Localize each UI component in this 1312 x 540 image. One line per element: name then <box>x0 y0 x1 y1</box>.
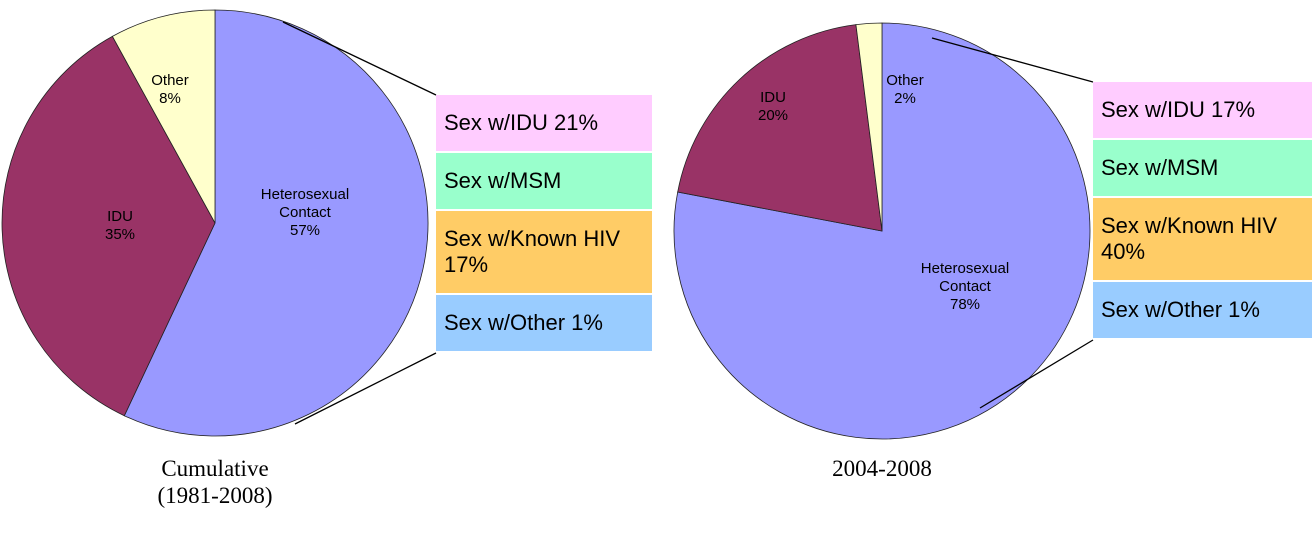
breakout-value: 1% <box>571 310 603 335</box>
breakout-category: Sex w/Other <box>444 310 566 335</box>
breakout-value: 21% <box>554 110 599 135</box>
breakout-category: Sex w/MSM <box>444 168 562 193</box>
breakout-box: Sex w/MSM <box>1093 140 1312 196</box>
breakout-value: 1% <box>1228 297 1260 322</box>
slice-label: Other 2% <box>850 72 960 108</box>
slice-value: 35% <box>104 226 136 243</box>
connector-line <box>979 339 1094 409</box>
slice-value: 8% <box>159 90 181 107</box>
slice-label: IDU 20% <box>718 89 828 125</box>
slice-value: 57% <box>289 222 321 239</box>
pie-slice <box>111 9 216 224</box>
breakout-box: Sex w/Other 1% <box>1093 282 1312 338</box>
pie-slice <box>123 9 429 437</box>
breakout-box: Sex w/IDU 21% <box>436 95 652 151</box>
breakout-value: 40% <box>1101 239 1146 264</box>
breakout-category: Sex w/Known HIV <box>1101 213 1278 238</box>
slice-value: 78% <box>949 296 981 313</box>
chart-title-text: 2004-2008 <box>832 456 932 481</box>
breakout-category: Sex w/Known HIV <box>444 226 621 251</box>
slice-category: Heterosexual Contact <box>260 186 350 221</box>
slice-label: Other 8% <box>115 72 225 108</box>
chart-title: 2004-2008 <box>807 455 957 482</box>
breakout-category: Sex w/IDU <box>1101 97 1205 122</box>
breakout-category: Sex w/IDU <box>444 110 548 135</box>
connector-line <box>294 352 437 425</box>
slice-label: Heterosexual Contact 78% <box>910 260 1020 314</box>
connector-line <box>282 21 437 96</box>
slice-value: 2% <box>894 90 916 107</box>
breakout-box: Sex w/IDU 17% <box>1093 82 1312 138</box>
slice-value: 20% <box>757 107 789 124</box>
pie-slice <box>855 22 883 232</box>
pie-slice <box>1 35 216 417</box>
slice-category: IDU <box>760 89 786 106</box>
slice-category: Heterosexual Contact <box>920 260 1010 295</box>
breakout-box: Sex w/Known HIV 17% <box>436 211 652 293</box>
breakout-box: Sex w/Other 1% <box>436 295 652 351</box>
slice-category: Other <box>886 72 924 89</box>
breakout-value: 17% <box>1211 97 1256 122</box>
slice-label: IDU 35% <box>65 208 175 244</box>
breakout-box: Sex w/Known HIV 40% <box>1093 198 1312 280</box>
breakout-value: 17% <box>444 252 489 277</box>
breakout-category: Sex w/MSM <box>1101 155 1219 180</box>
connector-line <box>931 37 1094 83</box>
slice-label: Heterosexual Contact 57% <box>250 186 360 240</box>
slice-category: Other <box>151 72 189 89</box>
pie-slice <box>677 24 883 232</box>
chart-title-text: Cumulative (1981-2008) <box>157 456 273 508</box>
chart-title: Cumulative (1981-2008) <box>140 455 290 509</box>
breakout-category: Sex w/Other <box>1101 297 1223 322</box>
slice-category: IDU <box>107 208 133 225</box>
breakout-box: Sex w/MSM <box>436 153 652 209</box>
